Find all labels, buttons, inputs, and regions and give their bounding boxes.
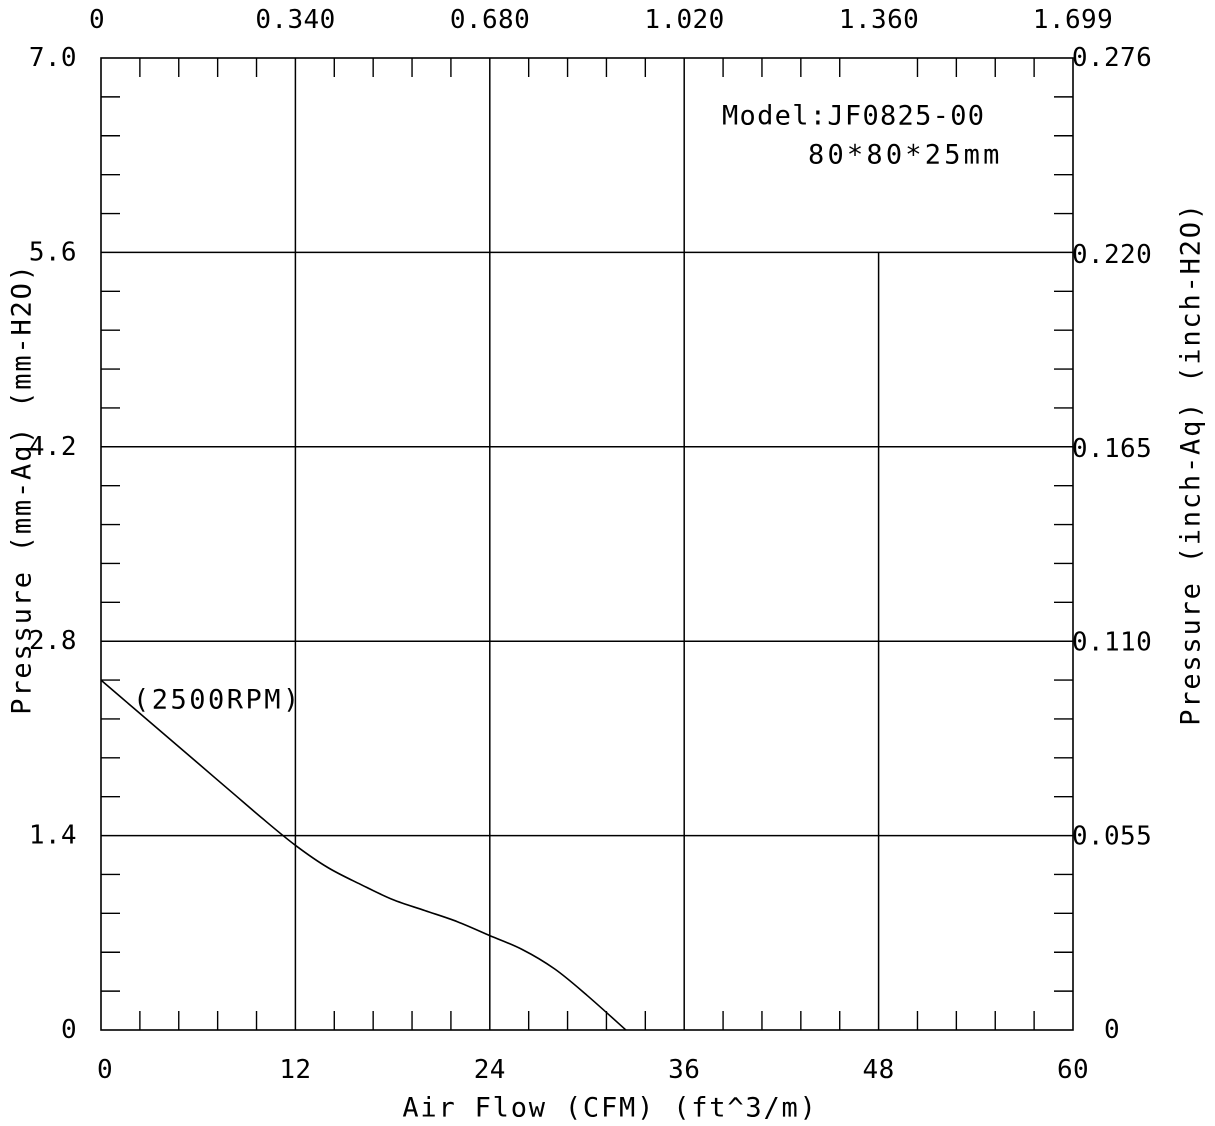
y2-tick-label: 0.165 xyxy=(1072,434,1152,464)
x-tick-label: 36 xyxy=(668,1055,700,1085)
y-tick-label: 1.4 xyxy=(29,821,77,851)
y-tick-label: 7.0 xyxy=(29,43,77,73)
y2-axis-label: Pressure (inch-Aq) (inch-H2O) xyxy=(1176,202,1207,726)
x2-tick-label: 1.360 xyxy=(839,5,919,35)
x2-tick-label: 0.680 xyxy=(450,5,530,35)
minor-ticks xyxy=(101,58,1073,1030)
y-tick-label: 4.2 xyxy=(29,432,77,462)
size-annotation: 80*80*25mm xyxy=(808,140,1003,171)
y-tick-label: 5.6 xyxy=(29,237,77,267)
x2-tick-label: 0.340 xyxy=(255,5,335,35)
series-line-0 xyxy=(100,679,627,1031)
series-layer xyxy=(100,679,627,1031)
y-tick-label: 2.8 xyxy=(29,626,77,656)
x-tick-label: 48 xyxy=(863,1055,895,1085)
y2-tick-label: 0.110 xyxy=(1072,628,1152,658)
gridlines xyxy=(101,58,1073,1030)
x-tick-label: 60 xyxy=(1057,1055,1089,1085)
x-axis-label: Air Flow (CFM) (ft^3/m) xyxy=(402,1093,817,1124)
x-tick-label: 24 xyxy=(474,1055,506,1085)
plot-frame xyxy=(100,57,1074,1031)
y2-tick-label: 0.276 xyxy=(1072,43,1152,73)
y2-tick-label: 0.055 xyxy=(1072,821,1152,851)
series-label-2500rpm: (2500RPM) xyxy=(133,685,302,716)
y2-tick-label: 0.220 xyxy=(1072,240,1152,270)
x2-tick-label: 1.020 xyxy=(644,5,724,35)
x-tick-label: 0 xyxy=(97,1055,113,1085)
x2-tick-label: 1.699 xyxy=(1033,5,1113,35)
y2-tick-label: 0 xyxy=(1104,1015,1120,1045)
y-axis-label: Pressure (mm-Aq) (mm-H2O) xyxy=(7,263,38,714)
x-tick-label: 12 xyxy=(279,1055,311,1085)
model-annotation: Model:JF0825-00 xyxy=(722,101,985,132)
tick-labels: 0 12 24 36 48 60 0 0.340 0.680 1.020 1.360 1.699 0 1.… xyxy=(29,5,1152,1085)
x2-tick-label: 0 xyxy=(89,5,105,35)
y-tick-label: 0 xyxy=(61,1015,77,1045)
